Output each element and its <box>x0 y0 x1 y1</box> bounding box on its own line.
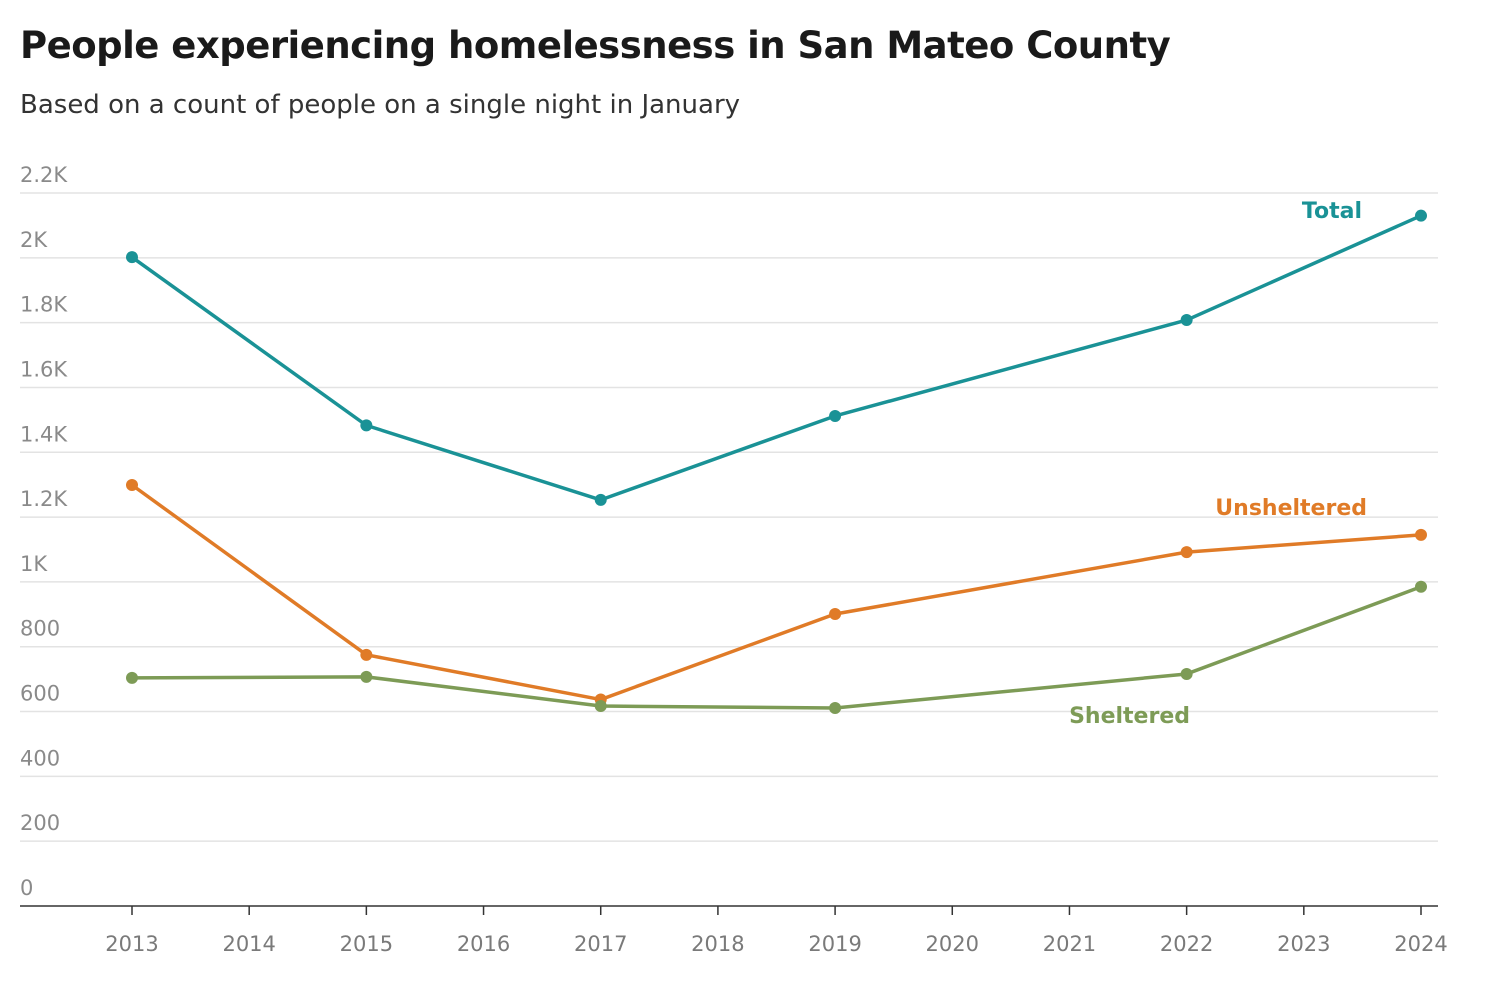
data-point-sheltered <box>360 670 373 683</box>
x-tick-label: 2017 <box>574 932 627 956</box>
y-tick-label: 0 <box>20 876 33 900</box>
y-tick-label: 600 <box>20 682 60 706</box>
series-line-total <box>130 214 1422 502</box>
chart-title: People experiencing homelessness in San … <box>20 24 1171 67</box>
y-tick-label: 1.6K <box>20 357 68 381</box>
data-point-sheltered <box>126 671 138 684</box>
data-point-total <box>829 409 842 422</box>
x-tick-label: 2024 <box>1394 932 1447 956</box>
data-point-unsheltered <box>1180 546 1193 559</box>
x-tick-label: 2016 <box>457 932 510 956</box>
series-label-unsheltered: Unsheltered <box>1215 496 1367 521</box>
y-tick-label: 2.2K <box>20 163 68 187</box>
data-point-unsheltered <box>126 479 138 492</box>
data-point-sheltered <box>1180 667 1193 680</box>
x-tick-label: 2014 <box>222 932 275 956</box>
y-tick-label: 1.4K <box>20 422 68 446</box>
x-tick-label: 2018 <box>691 932 744 956</box>
data-point-total <box>126 251 138 264</box>
series-label-total: Total <box>1302 199 1362 224</box>
series-line-unsheltered <box>130 483 1422 702</box>
data-point-unsheltered <box>1415 528 1427 541</box>
y-tick-label: 400 <box>20 746 60 770</box>
chart-subtitle: Based on a count of people on a single n… <box>20 90 741 120</box>
x-tick-label: 2013 <box>105 932 158 956</box>
data-point-total <box>360 419 373 432</box>
data-point-sheltered <box>1415 580 1427 593</box>
data-point-unsheltered <box>360 648 373 661</box>
y-tick-label: 1.2K <box>20 487 68 511</box>
series-line-sheltered <box>131 585 1422 710</box>
x-tick-label: 2020 <box>926 932 979 956</box>
data-point-unsheltered <box>829 607 842 620</box>
data-point-sheltered <box>829 701 842 714</box>
y-tick-label: 200 <box>20 811 60 835</box>
data-point-total <box>1415 209 1427 222</box>
series-label-sheltered: Sheltered <box>1069 704 1190 729</box>
y-tick-label: 1K <box>20 552 48 576</box>
x-tick-label: 2021 <box>1043 932 1096 956</box>
y-tick-label: 2K <box>20 228 48 252</box>
x-tick-label: 2019 <box>808 932 861 956</box>
data-point-sheltered <box>594 700 607 713</box>
data-point-total <box>594 493 607 506</box>
data-point-total <box>1180 314 1193 327</box>
x-tick-label: 2023 <box>1277 932 1330 956</box>
y-tick-label: 800 <box>20 617 60 641</box>
x-tick-label: 2022 <box>1160 932 1213 956</box>
x-tick-label: 2015 <box>340 932 393 956</box>
y-tick-label: 1.8K <box>20 293 68 317</box>
